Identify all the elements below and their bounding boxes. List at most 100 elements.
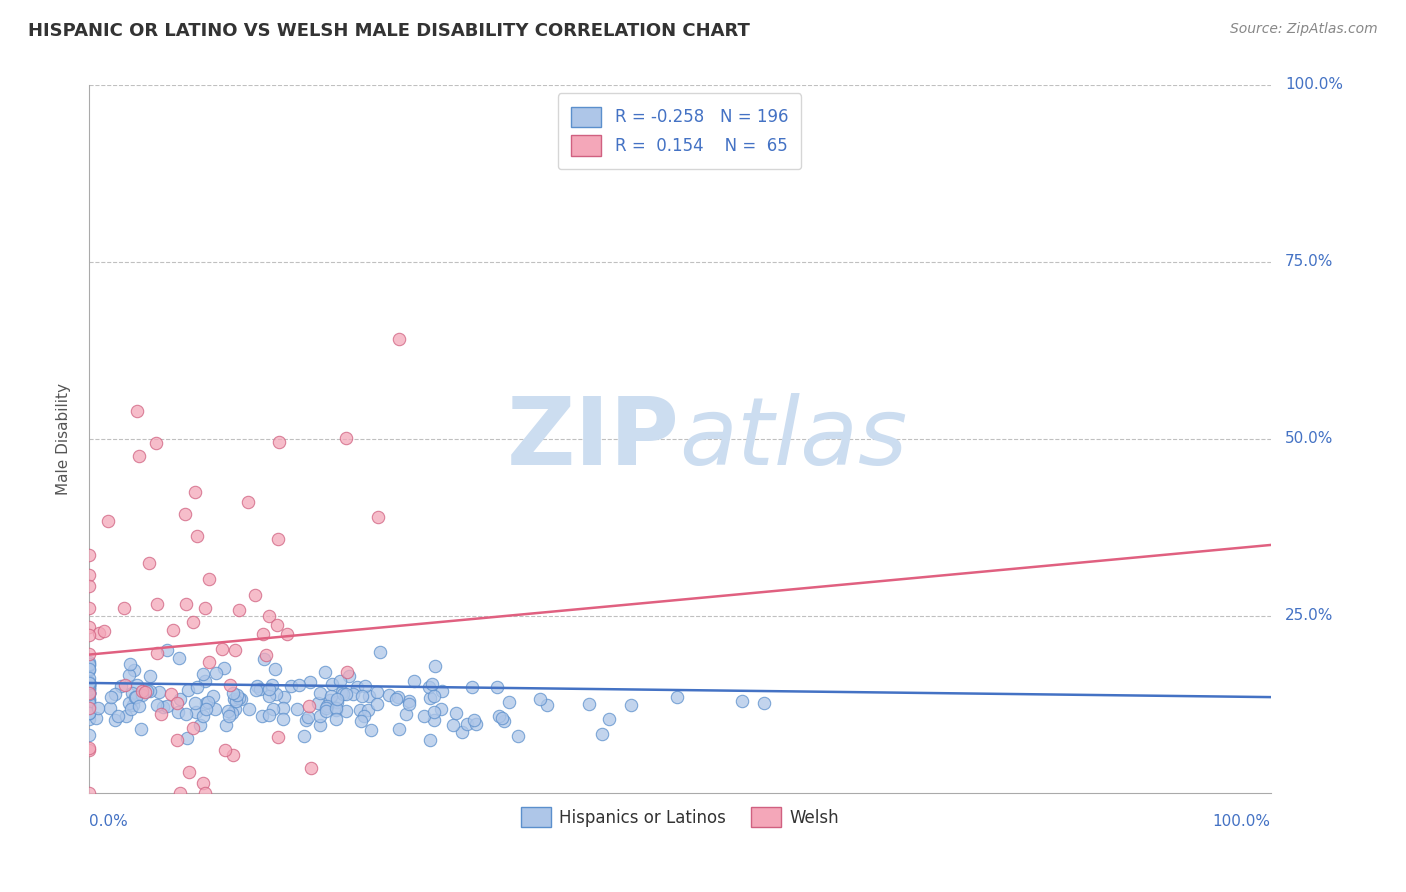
Point [77,681,100,696]
Point [488,709,510,723]
Point [264,687,287,701]
Point [77,628,100,642]
Point [366,697,388,711]
Point [259,682,281,697]
Point [89,626,111,640]
Point [423,713,446,727]
Point [217,704,239,718]
Point [263,662,285,676]
Point [139,683,162,698]
Point [166,733,188,747]
Point [404,674,426,689]
Point [271,701,294,715]
Point [253,652,276,666]
Point [378,689,401,703]
Point [77,698,100,713]
Point [299,761,322,775]
Point [398,694,420,708]
Point [118,668,141,682]
Text: Source: ZipAtlas.com: Source: ZipAtlas.com [1230,22,1378,37]
Point [77,677,100,691]
Point [257,708,280,723]
Point [183,722,205,736]
Point [184,706,207,720]
Point [77,686,100,700]
Point [184,485,207,500]
Point [77,657,100,671]
Point [257,689,280,703]
Point [226,688,249,702]
Point [77,658,100,673]
Point [388,332,411,346]
Point [731,694,754,708]
Point [100,690,122,705]
Point [231,692,253,706]
Point [198,655,221,669]
Point [752,696,775,710]
Point [665,690,688,704]
Point [257,609,280,624]
Point [252,627,274,641]
Point [77,568,100,582]
Point [309,686,332,700]
Point [214,743,236,757]
Point [254,648,277,663]
Point [222,686,245,700]
Point [128,449,150,463]
Text: 0.0%: 0.0% [89,814,128,829]
Point [194,701,217,715]
Point [77,693,100,707]
Point [578,698,600,712]
Point [225,694,247,708]
Point [360,723,382,737]
Point [349,703,371,717]
Point [280,679,302,693]
Point [492,714,515,729]
Point [77,662,100,676]
Point [77,742,100,756]
Point [285,701,308,715]
Point [160,688,183,702]
Point [77,687,100,701]
Point [122,663,145,677]
Point [194,600,217,615]
Point [357,690,380,704]
Point [456,717,478,731]
Point [138,556,160,570]
Point [224,643,246,657]
Point [146,646,169,660]
Point [315,704,337,718]
Point [441,718,464,732]
Point [423,689,446,703]
Text: Male Disability: Male Disability [56,383,70,495]
Point [131,688,153,702]
Point [162,623,184,637]
Point [350,714,373,728]
Point [77,740,100,755]
Point [243,588,266,602]
Point [238,701,260,715]
Point [309,718,332,732]
Point [77,695,100,709]
Point [77,786,100,800]
Point [77,701,100,715]
Point [77,678,100,692]
Point [77,663,100,677]
Point [250,709,273,723]
Point [77,685,100,699]
Point [591,727,613,741]
Point [221,748,243,763]
Point [412,708,434,723]
Point [127,404,149,418]
Point [77,620,100,634]
Point [124,690,146,704]
Point [464,716,486,731]
Point [167,650,190,665]
Point [352,690,374,704]
Point [97,514,120,528]
Point [211,642,233,657]
Point [110,679,132,693]
Point [321,677,343,691]
Point [77,700,100,714]
Point [77,671,100,685]
